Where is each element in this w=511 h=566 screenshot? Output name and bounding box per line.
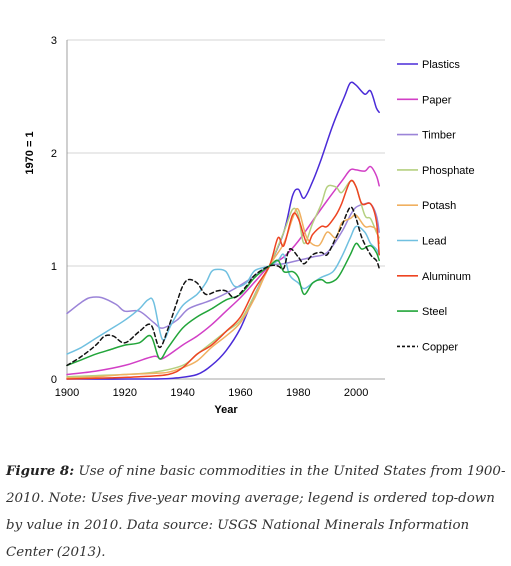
x-tick-label: 1980	[286, 387, 310, 399]
legend: Plastics Paper Timber Phosphate Potash Lead Al…	[397, 59, 475, 353]
x-tick-label: 2000	[344, 387, 368, 399]
series-line-timber	[66, 202, 380, 329]
figure-caption-body: Use of nine basic commodities in the Uni…	[6, 464, 506, 560]
y-tick-label: 2	[51, 148, 57, 160]
series-line-steel	[66, 242, 380, 367]
legend-item-steel: Steel	[397, 306, 447, 318]
legend-label: Plastics	[422, 59, 460, 71]
series-line-copper	[66, 206, 380, 367]
legend-label: Steel	[422, 306, 447, 318]
legend-item-plastics: Plastics	[397, 59, 460, 71]
series-line-plastics	[66, 81, 380, 380]
series-line-lead	[66, 225, 380, 355]
chart-svg: 0 1 2 3 1900 1920 1940 1960 1980 2000 Plastics Pap…	[24, 35, 475, 416]
legend-item-copper: Copper	[397, 341, 458, 353]
legend-item-lead: Lead	[397, 236, 446, 248]
x-tick-label: 1920	[113, 387, 137, 399]
legend-label: Potash	[422, 200, 456, 212]
legend-label: Phosphate	[422, 165, 475, 177]
gridlines	[67, 39, 385, 267]
legend-item-paper: Paper	[397, 94, 452, 106]
y-axis-title: 1970 = 1	[24, 131, 36, 174]
chart: 0 1 2 3 1900 1920 1940 1960 1980 2000 Plastics Pap…	[24, 35, 475, 416]
x-tick-label: 1900	[55, 387, 79, 399]
legend-item-phosphate: Phosphate	[397, 165, 475, 177]
legend-item-timber: Timber	[397, 130, 456, 142]
x-axis-title: Year	[214, 404, 238, 416]
y-tick-label: 1	[51, 261, 57, 273]
figure-caption: Figure 8: Use of nine basic commodities …	[6, 458, 506, 566]
x-tick-label: 1960	[228, 387, 252, 399]
legend-item-potash: Potash	[397, 200, 456, 212]
legend-label: Lead	[422, 236, 446, 248]
figure-caption-lead: Figure 8:	[6, 463, 75, 479]
x-tick-label: 1940	[170, 387, 194, 399]
legend-item-aluminum: Aluminum	[397, 271, 471, 283]
y-tick-label: 3	[51, 35, 57, 47]
series-lines	[66, 81, 380, 380]
series-line-phosphate	[66, 180, 380, 378]
legend-label: Timber	[422, 130, 456, 142]
legend-label: Paper	[422, 94, 452, 106]
series-line-aluminum	[66, 179, 380, 380]
y-tick-label: 0	[51, 374, 57, 386]
legend-label: Copper	[422, 341, 458, 353]
legend-label: Aluminum	[422, 271, 471, 283]
series-line-potash	[66, 207, 380, 379]
